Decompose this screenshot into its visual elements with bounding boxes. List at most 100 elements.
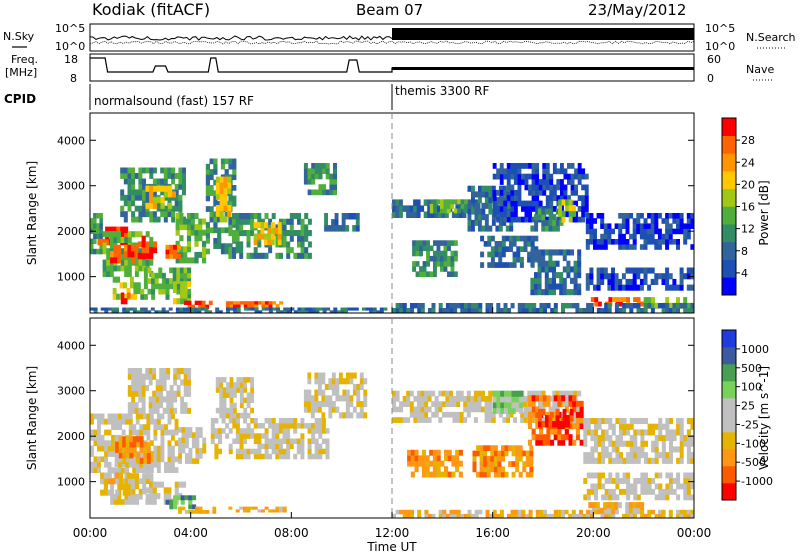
power-cell [544,249,549,256]
power-cell [140,294,145,300]
velocity-cell [107,440,112,447]
velocity-cell [160,434,165,441]
power-cell [538,200,543,207]
power-cell [545,179,550,185]
velocity-cell [118,456,123,463]
power-cell [537,255,542,262]
power-cell [505,262,510,268]
power-cell [399,199,403,206]
velocity-cell [504,390,509,397]
power-cell [161,272,166,279]
power-cell [178,178,183,185]
velocity-cell [444,455,449,462]
velocity-heatmap [90,368,695,519]
velocity-cell [504,402,509,409]
velocity-cell [538,408,542,416]
velocity-cell [107,418,112,425]
power-cell [561,216,566,223]
velocity-cell [572,400,577,407]
velocity-cell [472,450,477,457]
velocity-cell [402,396,407,402]
velocity-cell [632,502,637,509]
power-cell [282,224,287,231]
velocity-cell [604,418,609,425]
velocity-cell [445,390,450,397]
power-cell [100,307,105,311]
power-cell [145,185,150,192]
velocity-cell [342,412,347,419]
velocity-cell [331,372,336,379]
velocity-cell [139,451,144,457]
velocity-cell [498,411,503,418]
power-cell [179,213,184,219]
velocity-cell [644,429,648,436]
velocity-cell [180,402,185,409]
power-cell [264,222,268,229]
velocity-cell [225,423,230,429]
power-cell [531,173,536,180]
power-cell [672,239,677,245]
power-cell [171,205,176,212]
velocity-cell [210,438,215,444]
velocity-cell [176,495,181,501]
power-cell [125,310,130,314]
power-cell [426,245,430,252]
velocity-cell [665,472,670,479]
power-cell [413,211,417,218]
power-cell [524,173,529,180]
power-cell [488,191,493,198]
velocity-cell [647,478,652,484]
velocity-cell [153,418,158,425]
power-cell [200,307,205,311]
power-cell [187,278,192,284]
power-cell [596,278,601,285]
power-cell [636,273,641,280]
power-cell [521,308,526,314]
power-cell [509,219,514,226]
velocity-cell [507,513,511,519]
power-cell [322,189,327,196]
power-cell [120,292,125,299]
velocity-cell [114,451,119,457]
velocity-cell [152,493,157,500]
velocity-cell [444,449,449,456]
velocity-cell [250,377,254,383]
freq-tick-high: 18 [64,53,78,66]
power-cell [596,267,601,274]
power-cell [93,310,98,314]
power-cell [293,310,298,314]
velocity-cell [575,411,580,418]
velocity-cell [191,504,197,510]
velocity-cell [100,440,105,447]
power-cell [415,261,420,267]
velocity-cell [615,494,620,501]
velocity-cell [138,488,143,495]
power-cell [161,288,166,295]
power-cell [534,289,538,296]
power-cell [213,200,218,207]
power-cell [232,247,236,254]
power-cell [106,248,111,255]
power-cell [324,225,328,232]
power-cell [636,284,641,291]
velocity-cell [488,406,493,413]
velocity-cell [169,504,174,510]
velocity-cell [139,441,144,448]
power-cell [311,173,316,180]
velocity-cell [686,509,691,515]
velocity-cell [160,424,165,430]
velocity-cell [452,396,457,402]
velocity-cell [640,478,645,484]
power-cell [555,219,560,226]
power-cell [268,247,273,254]
power-cell [315,310,320,314]
power-cell [215,193,220,200]
power-cell [372,307,377,311]
velocity-cell [97,424,101,430]
velocity-cell [522,450,527,457]
velocity-cell [103,478,108,485]
velocity-cell [129,436,134,443]
power-cell [179,310,184,314]
power-cell [573,289,578,296]
power-cell [327,225,332,232]
